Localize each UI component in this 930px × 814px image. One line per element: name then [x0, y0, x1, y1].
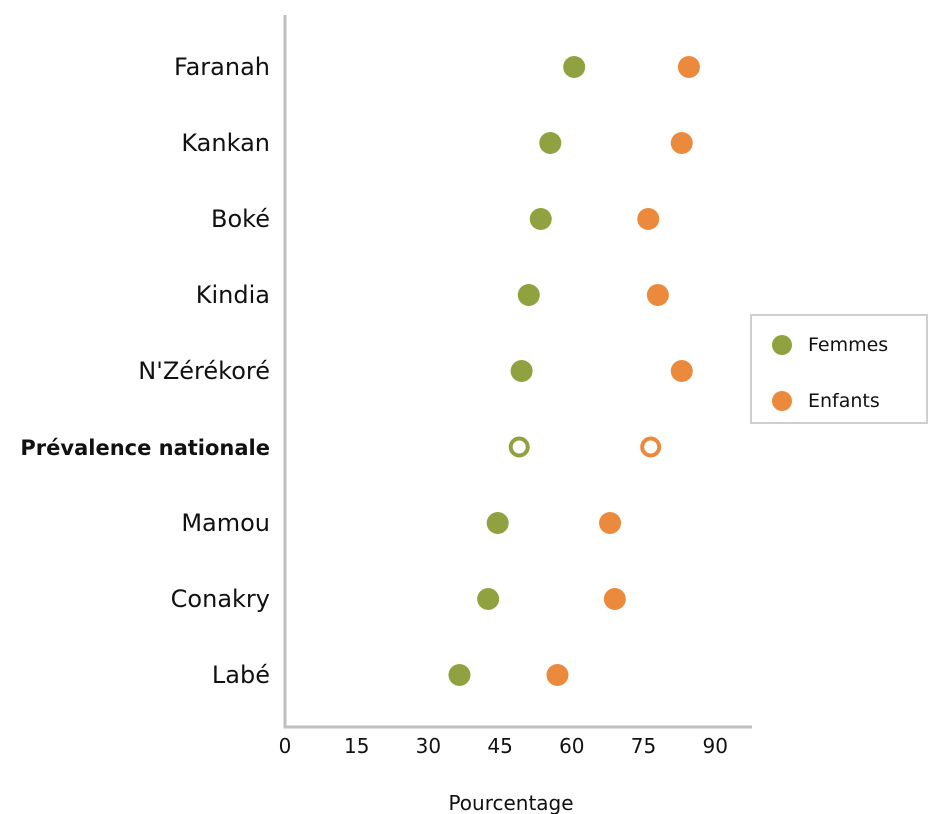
category-label-kankan: Kankan — [181, 129, 270, 157]
enfants-marker-icon — [772, 391, 792, 411]
point-enfants-labe — [546, 664, 569, 686]
x-tick-label: 90 — [702, 734, 727, 758]
point-femmes-prevalence-nationale — [508, 436, 530, 458]
x-tick-label: 30 — [416, 734, 441, 758]
x-tick-labels: 0 15 30 45 60 75 90 — [279, 734, 728, 758]
x-tick-label: 45 — [487, 734, 512, 758]
point-enfants-kindia — [646, 284, 669, 306]
point-enfants-prevalence-nationale — [640, 436, 662, 458]
category-label-n-zerekore: N'Zérékoré — [138, 357, 270, 385]
point-femmes-boke — [529, 208, 552, 230]
legend-label-femmes: Femmes — [808, 334, 889, 356]
x-tick-label: 75 — [631, 734, 656, 758]
point-femmes-faranah — [563, 56, 586, 78]
category-label-prevalence-nationale: Prévalence nationale — [20, 436, 270, 460]
point-femmes-conakry — [477, 588, 500, 610]
point-enfants-conakry — [603, 588, 626, 610]
point-enfants-boke — [637, 208, 660, 230]
legend-item-enfants: Enfants — [772, 390, 880, 412]
point-femmes-kankan — [539, 132, 562, 154]
category-label-kindia: Kindia — [196, 281, 270, 309]
point-femmes-kindia — [517, 284, 540, 306]
legend-item-femmes: Femmes — [772, 334, 888, 356]
legend: Femmes Enfants — [750, 314, 928, 424]
point-femmes-labe — [448, 664, 471, 686]
category-label-mamou: Mamou — [181, 509, 270, 537]
point-enfants-faranah — [677, 56, 700, 78]
x-axis-title: Pourcentage — [448, 791, 573, 814]
x-tick-label: 60 — [559, 734, 584, 758]
point-enfants-kankan — [670, 132, 693, 154]
category-labels: Faranah Kankan Boké Kindia N'Zérékoré Prévale… — [20, 53, 270, 689]
point-enfants-mamou — [599, 512, 622, 534]
category-label-boke: Boké — [211, 205, 270, 233]
legend-label-enfants: Enfants — [808, 390, 880, 412]
category-label-labe: Labé — [212, 661, 270, 689]
data-points — [448, 56, 700, 686]
point-femmes-mamou — [486, 512, 509, 534]
category-label-faranah: Faranah — [174, 53, 270, 81]
point-femmes-n-zerekore — [510, 360, 533, 382]
x-tick-label: 15 — [344, 734, 369, 758]
point-enfants-n-zerekore — [670, 360, 693, 382]
femmes-marker-icon — [772, 335, 792, 355]
category-label-conakry: Conakry — [171, 585, 270, 613]
x-tick-label: 0 — [279, 734, 292, 758]
